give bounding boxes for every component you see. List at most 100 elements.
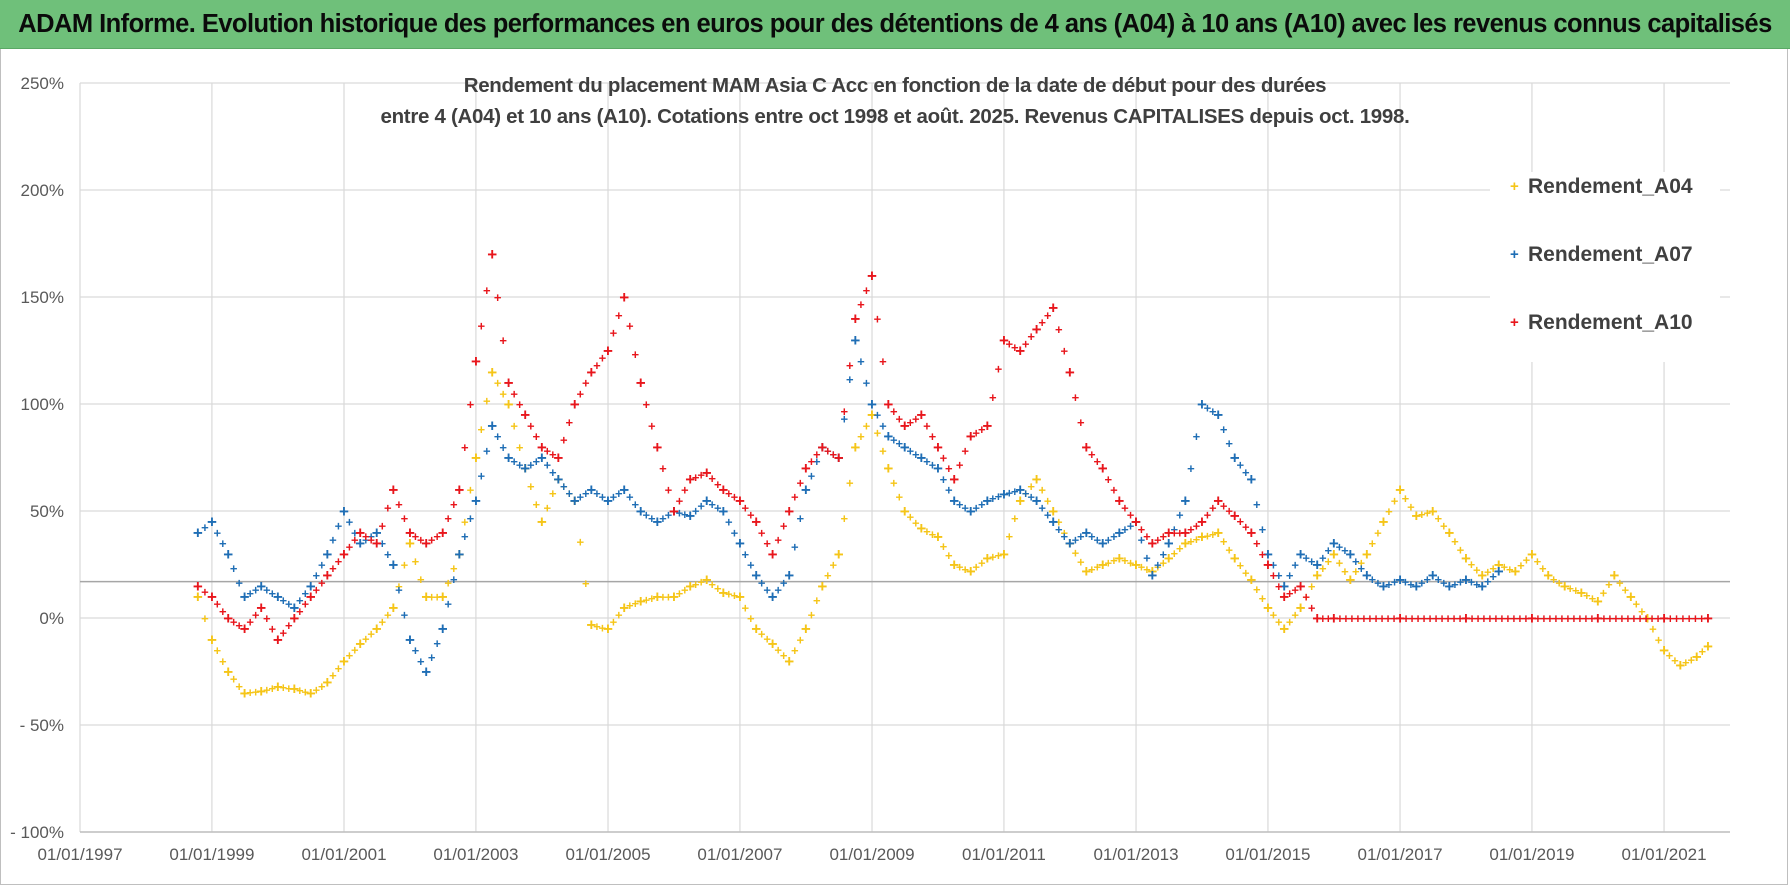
series-marker-rendement-a07: + (1423, 572, 1431, 587)
x-tick-label: 01/01/2019 (1489, 845, 1574, 864)
y-tick-label: 0% (39, 609, 64, 628)
data-point-rendement-a07: + (1444, 577, 1454, 596)
data-point-rendement-a07: + (256, 577, 266, 596)
series-marker-rendement-a04: + (923, 524, 931, 539)
series-marker-rendement-a10: + (565, 415, 573, 430)
y-tick-label: 100% (21, 395, 64, 414)
x-tick-label: 01/01/2011 (962, 845, 1046, 864)
series-marker-rendement-a04: + (450, 561, 458, 576)
data-point-rendement-a04: + (471, 449, 481, 468)
x-tick-label: 01/01/2015 (1225, 845, 1310, 864)
series-marker-rendement-a07: + (1204, 401, 1212, 416)
x-tick-label: 01/01/2007 (697, 845, 782, 864)
series-marker-rendement-a10: + (444, 511, 452, 526)
series-marker-rendement-a10: + (1522, 611, 1530, 626)
series-marker-rendement-a07: + (1011, 484, 1019, 499)
series-marker-rendement-a04: + (1319, 561, 1327, 576)
series-marker-rendement-a07: + (1187, 461, 1195, 476)
series-marker-rendement-a04: + (1341, 564, 1349, 579)
data-point-rendement-a10: + (1147, 534, 1157, 553)
data-point-rendement-a07: + (223, 545, 233, 564)
series-marker-rendement-a04: + (1423, 505, 1431, 520)
series-marker-rendement-a10: + (725, 486, 733, 501)
series-marker-rendement-a10: + (824, 443, 832, 458)
series-marker-rendement-a07: + (1143, 550, 1151, 565)
series-marker-rendement-a07: + (219, 536, 227, 551)
series-marker-rendement-a07: + (879, 418, 887, 433)
series-marker-rendement-a07: + (1159, 547, 1167, 562)
data-point-rendement-a07: + (1015, 481, 1025, 500)
series-marker-rendement-a04: + (1193, 532, 1201, 547)
data-point-rendement-a07: + (355, 534, 365, 553)
series-marker-rendement-a10: + (483, 283, 491, 298)
data-point-rendement-a04: + (801, 620, 811, 639)
data-point-rendement-a04: + (1230, 549, 1240, 568)
data-point-rendement-a04: + (289, 680, 299, 699)
series-marker-rendement-a07: + (318, 558, 326, 573)
data-point-rendement-a04: + (702, 570, 712, 589)
series-marker-rendement-a04: + (1517, 558, 1525, 573)
series-marker-rendement-a07: + (940, 472, 948, 487)
series-marker-rendement-a07: + (313, 568, 321, 583)
series-marker-rendement-a04: + (808, 607, 816, 622)
data-point-rendement-a04: + (438, 588, 448, 607)
x-tick-label: 01/01/2017 (1357, 845, 1442, 864)
series-marker-rendement-a10: + (351, 533, 359, 548)
series-marker-rendement-a10: + (874, 311, 882, 326)
series-marker-rendement-a04: + (428, 590, 436, 605)
data-point-rendement-a10: + (487, 245, 497, 264)
series-marker-rendement-a10: + (1204, 508, 1212, 523)
data-point-rendement-a07: + (240, 588, 250, 607)
series-marker-rendement-a04: + (940, 539, 948, 554)
series-marker-rendement-a10: + (1438, 611, 1446, 626)
series-marker-rendement-a10: + (235, 618, 243, 633)
data-point-rendement-a07: + (817, 438, 827, 457)
series-marker-rendement-a10: + (384, 500, 392, 515)
series-marker-rendement-a10: + (1127, 508, 1135, 523)
series-marker-rendement-a07: + (1061, 529, 1069, 544)
series-marker-rendement-a04: + (763, 632, 771, 647)
series-marker-rendement-a04: + (1187, 534, 1195, 549)
data-point-rendement-a07: + (718, 502, 728, 521)
series-marker-rendement-a10: + (252, 607, 260, 622)
series-marker-rendement-a10: + (1044, 308, 1052, 323)
series-marker-rendement-a10: + (631, 347, 639, 362)
series-marker-rendement-a10: + (1654, 611, 1662, 626)
series-marker-rendement-a07: + (1077, 529, 1085, 544)
series-marker-rendement-a04: + (412, 554, 420, 569)
data-point-rendement-a07: + (669, 502, 679, 521)
data-point-rendement-a04: + (1411, 506, 1421, 525)
series-marker-rendement-a10: + (593, 358, 601, 373)
series-marker-rendement-a04: + (1358, 555, 1366, 570)
series-marker-rendement-a10: + (906, 415, 914, 430)
series-marker-rendement-a04: + (676, 586, 684, 601)
data-point-rendement-a04: + (1032, 470, 1042, 489)
series-marker-rendement-a10: + (269, 622, 277, 637)
data-point-rendement-a07: + (1081, 523, 1091, 542)
data-point-rendement-a10: + (949, 470, 959, 489)
series-marker-rendement-a10: + (401, 511, 409, 526)
series-marker-rendement-a04: + (280, 680, 288, 695)
series-marker-rendement-a10: + (1275, 579, 1283, 594)
series-marker-rendement-a07: + (1302, 550, 1310, 565)
series-marker-rendement-a04: + (1687, 652, 1695, 667)
series-marker-rendement-a04: + (1457, 543, 1465, 558)
data-point-rendement-a07: + (652, 513, 662, 532)
series-marker-rendement-a04: + (1468, 557, 1476, 572)
series-marker-rendement-a07: + (912, 447, 920, 462)
series-marker-rendement-a04: + (956, 560, 964, 575)
series-marker-rendement-a07: + (642, 508, 650, 523)
series-marker-rendement-a10: + (714, 477, 722, 492)
series-marker-rendement-a07: + (906, 443, 914, 458)
series-marker-rendement-a10: + (1698, 611, 1706, 626)
series-marker-rendement-a10: + (1336, 611, 1344, 626)
series-marker-rendement-a07: + (989, 491, 997, 506)
series-marker-rendement-a10: + (912, 411, 920, 426)
series-marker-rendement-a10: + (615, 308, 623, 323)
series-marker-rendement-a07: + (1275, 568, 1283, 583)
data-point-rendement-a10: + (1329, 609, 1339, 628)
series-marker-rendement-a07: + (1105, 533, 1113, 548)
series-marker-rendement-a04: + (533, 497, 541, 512)
data-point-rendement-a07: + (1114, 523, 1124, 542)
series-marker-rendement-a07: + (582, 486, 590, 501)
